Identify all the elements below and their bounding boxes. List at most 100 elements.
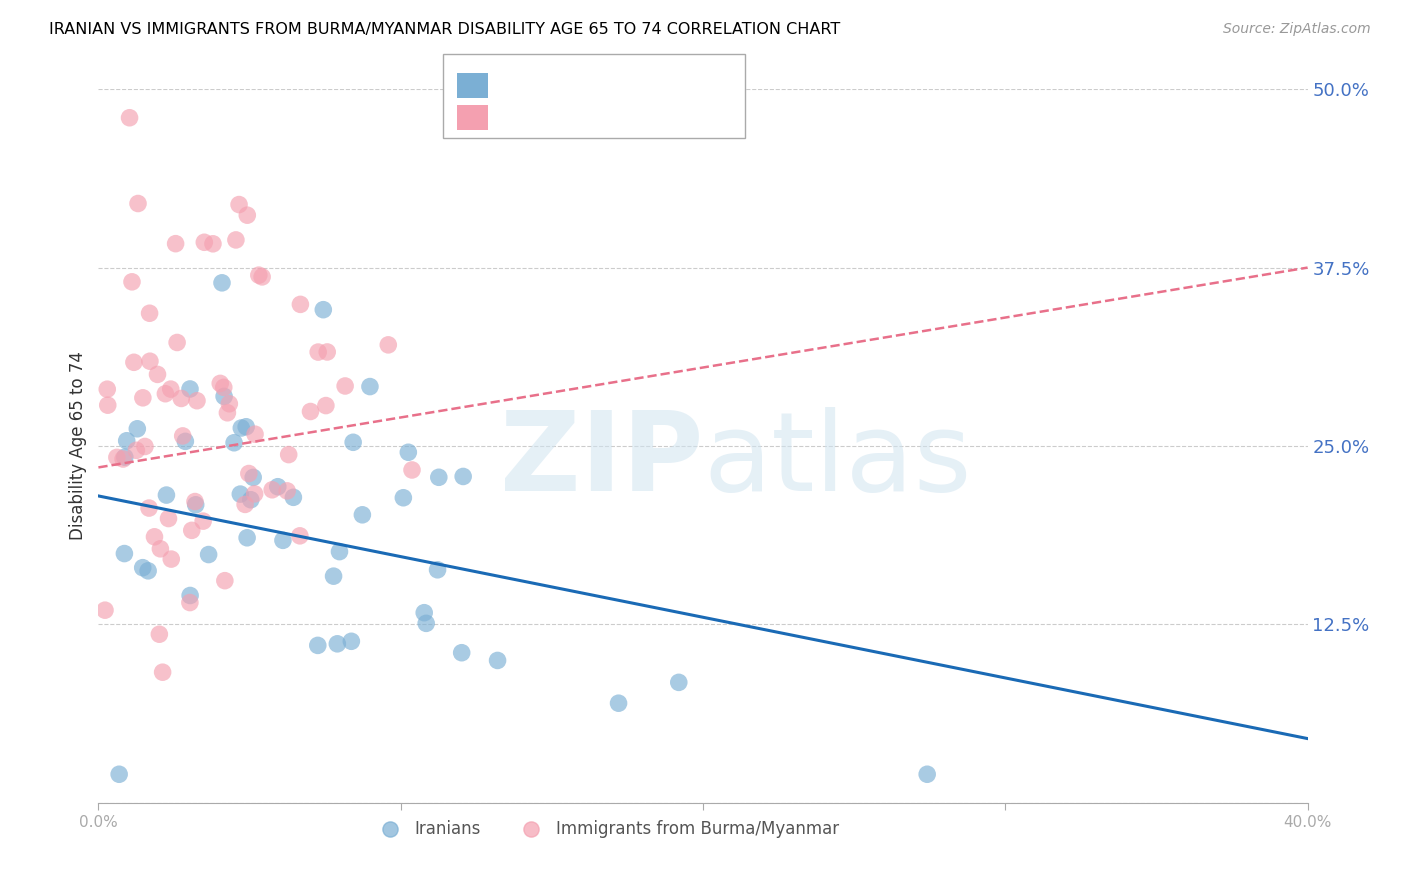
Y-axis label: Disability Age 65 to 74: Disability Age 65 to 74 — [69, 351, 87, 541]
Point — [201, 236, 224, 251]
Point — [668, 675, 690, 690]
Point — [486, 653, 509, 667]
Text: R = -0.443   N = 46: R = -0.443 N = 46 — [499, 77, 689, 95]
Point — [108, 767, 131, 781]
Point — [312, 302, 335, 317]
Point — [179, 382, 201, 396]
Point — [166, 335, 188, 350]
Point — [217, 406, 239, 420]
Point — [328, 544, 350, 558]
Point — [170, 392, 193, 406]
Point — [262, 483, 284, 497]
Point — [607, 696, 630, 710]
Point — [228, 197, 250, 211]
Point — [160, 552, 183, 566]
Point — [413, 606, 436, 620]
Point — [138, 501, 160, 516]
Point — [392, 491, 415, 505]
Point — [211, 276, 233, 290]
Point — [236, 531, 259, 545]
Point — [242, 470, 264, 484]
Point — [288, 529, 311, 543]
Text: ZIP: ZIP — [499, 407, 703, 514]
Point — [307, 345, 329, 359]
Point — [132, 391, 155, 405]
Point — [197, 548, 219, 562]
Text: IRANIAN VS IMMIGRANTS FROM BURMA/MYANMAR DISABILITY AGE 65 TO 74 CORRELATION CHA: IRANIAN VS IMMIGRANTS FROM BURMA/MYANMAR… — [49, 22, 841, 37]
Point — [112, 452, 135, 467]
Point — [225, 233, 247, 247]
Point — [377, 338, 399, 352]
Point — [94, 603, 117, 617]
Point — [426, 563, 449, 577]
Point — [184, 498, 207, 512]
Point — [159, 382, 181, 396]
Point — [243, 427, 266, 442]
Point — [359, 379, 381, 393]
Point — [149, 541, 172, 556]
Point — [136, 564, 159, 578]
Point — [112, 547, 135, 561]
Point — [276, 483, 298, 498]
Point — [212, 389, 235, 403]
Point — [105, 450, 128, 465]
Point — [97, 398, 120, 412]
Point — [155, 386, 177, 401]
Point — [340, 634, 363, 648]
Point — [326, 637, 349, 651]
Point — [247, 268, 270, 282]
Point — [283, 491, 305, 505]
Point — [138, 306, 160, 320]
Point — [127, 422, 149, 436]
Point — [271, 533, 294, 548]
Point — [174, 434, 197, 449]
Point — [127, 196, 149, 211]
Point — [139, 354, 162, 368]
Point — [191, 514, 214, 528]
Point — [451, 469, 474, 483]
Point — [222, 435, 245, 450]
Point — [212, 380, 235, 394]
Point — [316, 345, 339, 359]
Point — [146, 368, 169, 382]
Text: R =  0.138   N = 61: R = 0.138 N = 61 — [499, 108, 689, 126]
Point — [415, 616, 437, 631]
Point — [243, 487, 266, 501]
Point — [277, 448, 299, 462]
Text: atlas: atlas — [703, 407, 972, 514]
Point — [235, 419, 257, 434]
Point — [322, 569, 344, 583]
Point — [209, 376, 232, 391]
Point — [134, 440, 156, 454]
Point — [267, 480, 290, 494]
Point — [427, 470, 450, 484]
Point — [115, 434, 138, 448]
Point — [118, 111, 141, 125]
Point — [184, 494, 207, 508]
Point — [214, 574, 236, 588]
Point — [342, 435, 364, 450]
Point — [114, 450, 136, 464]
Point — [96, 382, 118, 396]
Point — [299, 404, 322, 418]
Point — [333, 379, 356, 393]
Point — [401, 463, 423, 477]
Point — [233, 497, 256, 511]
Point — [148, 627, 170, 641]
Point — [179, 596, 201, 610]
Point — [122, 355, 145, 369]
Point — [165, 236, 187, 251]
Point — [172, 429, 194, 443]
Point — [236, 208, 259, 222]
Legend: Iranians, Immigrants from Burma/Myanmar: Iranians, Immigrants from Burma/Myanmar — [367, 814, 846, 845]
Point — [229, 487, 252, 501]
Point — [143, 530, 166, 544]
Point — [290, 297, 312, 311]
Point — [307, 639, 329, 653]
Point — [250, 269, 273, 284]
Point — [186, 393, 208, 408]
Point — [180, 524, 202, 538]
Point — [157, 511, 180, 525]
Text: Source: ZipAtlas.com: Source: ZipAtlas.com — [1223, 22, 1371, 37]
Point — [396, 445, 419, 459]
